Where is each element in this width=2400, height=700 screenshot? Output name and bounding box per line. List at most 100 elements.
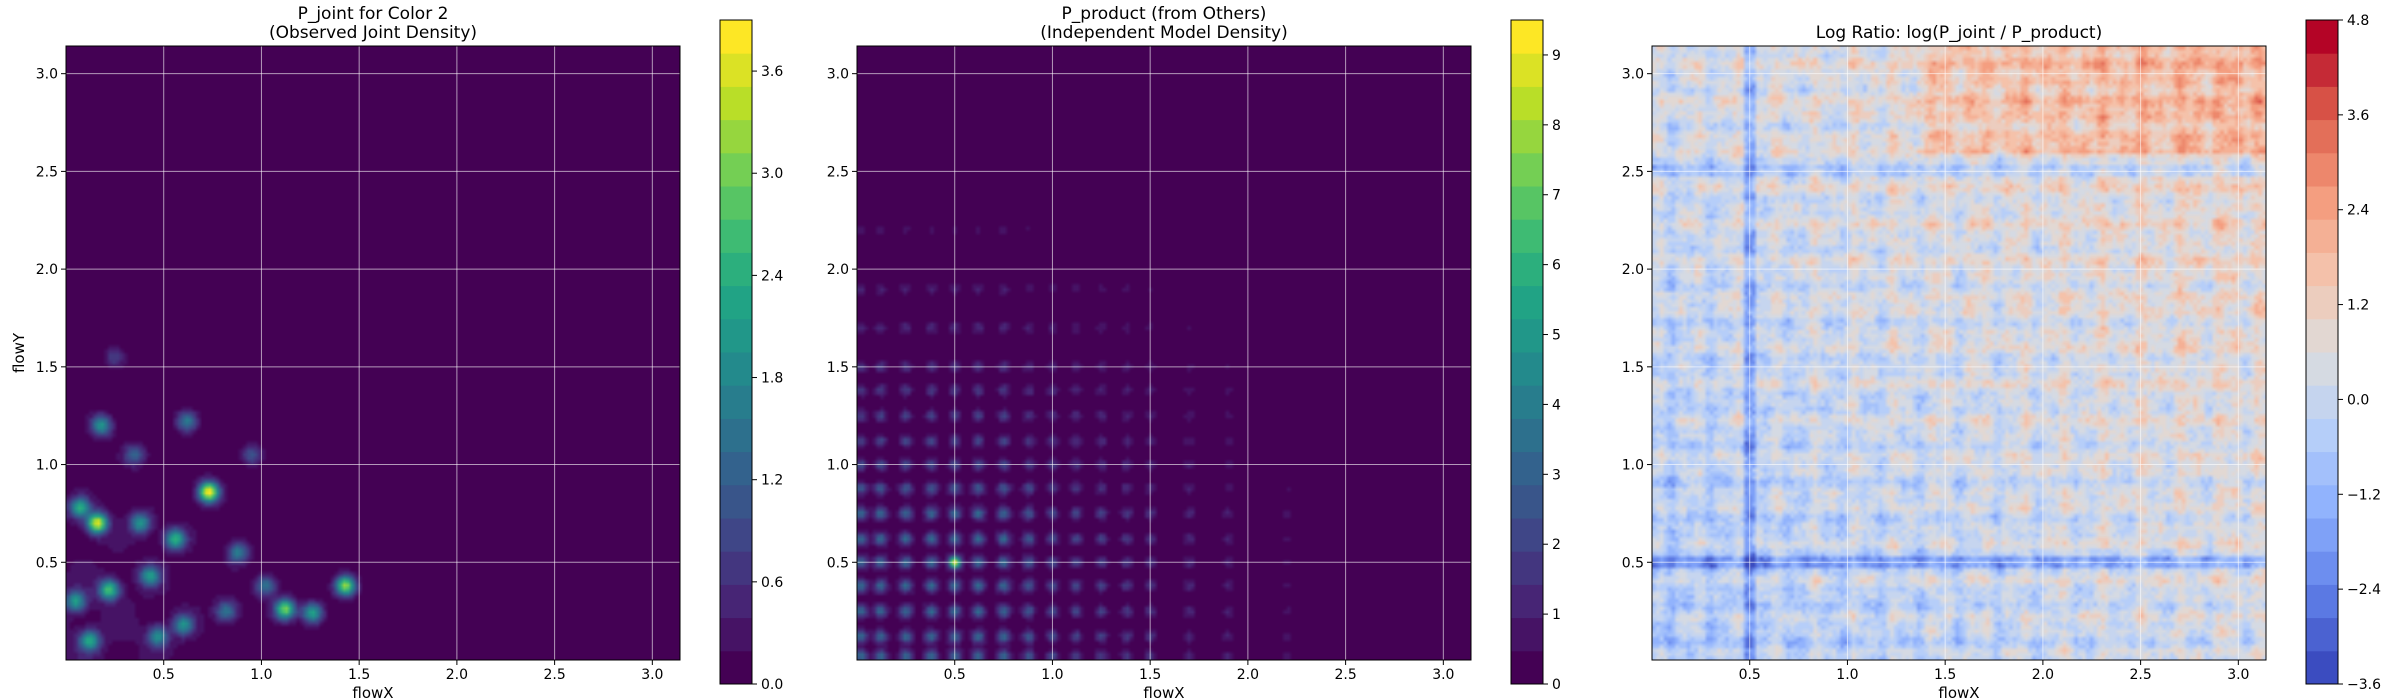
colorbar-segment xyxy=(720,650,752,685)
colorbar-segment xyxy=(720,584,752,619)
colorbar-tick-label: −3.6 xyxy=(2347,677,2381,693)
x-tick-label: 1.0 xyxy=(1836,667,1858,683)
colorbar-segment xyxy=(1511,186,1543,220)
y-tick-label: 2.0 xyxy=(36,262,58,278)
colorbar: 0.0 0.6 1.2 1.8 2.4 3.0 3.6 xyxy=(719,19,783,693)
chart-title-line2: (Independent Model Density) xyxy=(1040,23,1288,43)
colorbar-segment xyxy=(2306,20,2338,54)
panel-joint-density: 0.5 1.0 1.5 2.0 2.5 3.0 0.5 1.0 1.5 2.0 2.5 3.0 flow… xyxy=(10,4,783,700)
x-tick-label: 2.5 xyxy=(2129,667,2151,683)
x-axis-label: flowX xyxy=(1938,684,1979,700)
colorbar-segment xyxy=(720,119,752,154)
colorbar-tick-label: 1 xyxy=(1552,607,1561,623)
colorbar-segment xyxy=(2306,617,2338,652)
colorbar-segment xyxy=(720,551,752,585)
colorbar-tick-label: 3 xyxy=(1552,467,1561,483)
colorbar: 0 1 2 3 4 5 6 7 8 9 xyxy=(1510,19,1561,693)
colorbar-segment xyxy=(1511,20,1543,54)
x-tick-label: 3.0 xyxy=(2227,667,2249,683)
colorbar-tick-label: 8 xyxy=(1552,118,1561,134)
x-tick-label: 2.0 xyxy=(2032,667,2054,683)
colorbar-tick-label: 6 xyxy=(1552,258,1561,274)
colorbar-tick-label: 0.0 xyxy=(761,677,783,693)
heatmap-image xyxy=(857,46,1471,660)
y-tick-label: 1.5 xyxy=(1622,360,1644,376)
colorbar-segment xyxy=(1511,53,1543,87)
colorbar-segment xyxy=(1511,650,1543,685)
y-tick-label: 1.0 xyxy=(36,458,58,474)
colorbar-tick-label: 1.2 xyxy=(2347,298,2369,314)
colorbar-segment xyxy=(720,86,752,121)
colorbar-segment xyxy=(1511,518,1543,552)
x-tick-label: 3.0 xyxy=(1432,667,1454,683)
colorbar-segment xyxy=(1511,617,1543,652)
colorbar-segment xyxy=(2306,385,2338,419)
colorbar-tick-label: 2.4 xyxy=(2347,203,2369,219)
colorbar-segment xyxy=(720,318,752,353)
colorbar-segment xyxy=(2306,318,2338,353)
x-tick-label: 1.5 xyxy=(348,667,370,683)
heatmap-image xyxy=(66,46,680,660)
colorbar-segment xyxy=(720,252,752,287)
colorbar-frame xyxy=(1510,19,1544,685)
x-tick-label: 0.5 xyxy=(1739,667,1761,683)
colorbar-frame xyxy=(2305,19,2339,685)
colorbar-segment xyxy=(720,352,752,386)
x-tick-label: 0.5 xyxy=(153,667,175,683)
colorbar-segment xyxy=(2306,518,2338,552)
colorbar-frame xyxy=(719,19,753,685)
x-tick-label: 2.5 xyxy=(1334,667,1356,683)
y-tick-label: 2.0 xyxy=(827,262,849,278)
colorbar-segment xyxy=(720,418,752,453)
colorbar-segment xyxy=(1511,152,1543,187)
colorbar-segment xyxy=(2306,584,2338,619)
colorbar-segment xyxy=(1511,551,1543,585)
colorbar-tick-label: 3.6 xyxy=(2347,108,2369,124)
y-tick-label: 2.5 xyxy=(827,164,849,180)
colorbar-segment xyxy=(2306,53,2338,87)
colorbar-segment xyxy=(1511,484,1543,519)
colorbar-segment xyxy=(720,617,752,652)
colorbar-segment xyxy=(2306,650,2338,685)
colorbar-segment xyxy=(2306,219,2338,253)
colorbar-segment xyxy=(2306,119,2338,154)
colorbar-segment xyxy=(2306,352,2338,386)
x-axis-label: flowX xyxy=(1143,684,1184,700)
colorbar-tick-label: 0.0 xyxy=(2347,392,2369,408)
y-tick-label: 0.5 xyxy=(36,555,58,571)
x-tick-label: 1.0 xyxy=(250,667,272,683)
colorbar-segment xyxy=(2306,451,2338,486)
colorbar-segment xyxy=(2306,418,2338,453)
colorbar-segment xyxy=(720,484,752,519)
panel-log-ratio: 0.5 1.0 1.5 2.0 2.5 3.0 0.5 1.0 1.5 2.0 2.5 3.0 flow… xyxy=(1622,13,2381,700)
colorbar-tick-label: −2.4 xyxy=(2347,582,2381,598)
colorbar-tick-label: −1.2 xyxy=(2347,487,2381,503)
y-tick-label: 2.0 xyxy=(1622,262,1644,278)
y-tick-label: 1.5 xyxy=(827,360,849,376)
colorbar-segment xyxy=(1511,86,1543,121)
colorbar-segment xyxy=(2306,252,2338,287)
colorbar-segment xyxy=(2306,551,2338,585)
y-tick-label: 1.0 xyxy=(827,458,849,474)
colorbar-tick-label: 2.4 xyxy=(761,268,783,284)
y-tick-label: 0.5 xyxy=(1622,555,1644,571)
axes-frame xyxy=(856,45,1472,661)
chart-title-line1: P_joint for Color 2 xyxy=(298,4,449,24)
colorbar-segment xyxy=(1511,418,1543,453)
colorbar-segment xyxy=(1511,584,1543,619)
colorbar-segment xyxy=(720,385,752,419)
chart-title-line1: P_product (from Others) xyxy=(1062,4,1267,24)
colorbar-segment xyxy=(2306,186,2338,220)
y-tick-label: 2.5 xyxy=(36,164,58,180)
colorbar-segment xyxy=(1511,451,1543,486)
colorbar-segment xyxy=(1511,352,1543,386)
x-tick-label: 2.5 xyxy=(543,667,565,683)
colorbar-segment xyxy=(1511,119,1543,154)
x-axis-label: flowX xyxy=(352,684,393,700)
y-tick-label: 3.0 xyxy=(827,67,849,83)
x-tick-label: 1.5 xyxy=(1934,667,1956,683)
y-tick-label: 3.0 xyxy=(1622,67,1644,83)
colorbar-tick-label: 0 xyxy=(1552,677,1561,693)
axes-frame xyxy=(1651,45,2267,661)
colorbar-segment xyxy=(720,53,752,87)
